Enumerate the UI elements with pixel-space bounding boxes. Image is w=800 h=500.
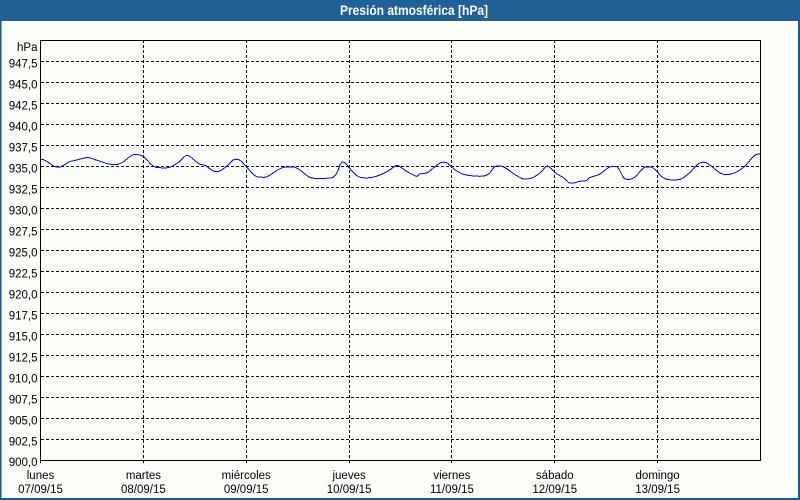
svg-text:932,5: 932,5 [9, 185, 38, 197]
svg-text:11/09/15: 11/09/15 [430, 484, 474, 496]
svg-text:935,0: 935,0 [9, 164, 38, 176]
svg-text:902,5: 902,5 [9, 437, 38, 449]
svg-text:915,0: 915,0 [9, 332, 38, 344]
svg-text:910,0: 910,0 [9, 374, 38, 386]
svg-text:920,0: 920,0 [9, 290, 38, 302]
svg-text:lunes: lunes [27, 470, 55, 482]
svg-text:domingo: domingo [636, 470, 680, 482]
svg-text:viernes: viernes [433, 470, 470, 482]
svg-text:09/09/15: 09/09/15 [224, 484, 269, 496]
svg-text:927,5: 927,5 [9, 227, 38, 239]
svg-text:940,0: 940,0 [9, 122, 38, 134]
svg-text:942,5: 942,5 [9, 101, 38, 113]
svg-text:Presión atmosférica [hPa]: Presión atmosférica [hPa] [340, 2, 488, 18]
svg-text:905,0: 905,0 [9, 416, 38, 428]
svg-text:930,0: 930,0 [9, 206, 38, 218]
svg-text:917,5: 917,5 [9, 311, 38, 323]
svg-text:07/09/15: 07/09/15 [18, 484, 63, 496]
svg-text:907,5: 907,5 [9, 395, 38, 407]
svg-text:13/09/15: 13/09/15 [635, 484, 680, 496]
svg-text:912,5: 912,5 [9, 353, 38, 365]
svg-text:947,5: 947,5 [9, 59, 38, 71]
svg-text:jueves: jueves [331, 470, 365, 482]
svg-text:900,0: 900,0 [9, 457, 38, 469]
svg-text:hPa: hPa [17, 42, 38, 54]
svg-text:08/09/15: 08/09/15 [121, 484, 166, 496]
svg-text:12/09/15: 12/09/15 [532, 484, 577, 496]
svg-text:922,5: 922,5 [9, 269, 38, 281]
svg-text:miércoles: miércoles [222, 470, 271, 482]
svg-text:925,0: 925,0 [9, 248, 38, 260]
svg-text:martes: martes [126, 470, 161, 482]
svg-text:945,0: 945,0 [9, 80, 38, 92]
svg-text:10/09/15: 10/09/15 [327, 484, 372, 496]
svg-text:937,5: 937,5 [9, 143, 38, 155]
svg-text:sábado: sábado [536, 470, 574, 482]
